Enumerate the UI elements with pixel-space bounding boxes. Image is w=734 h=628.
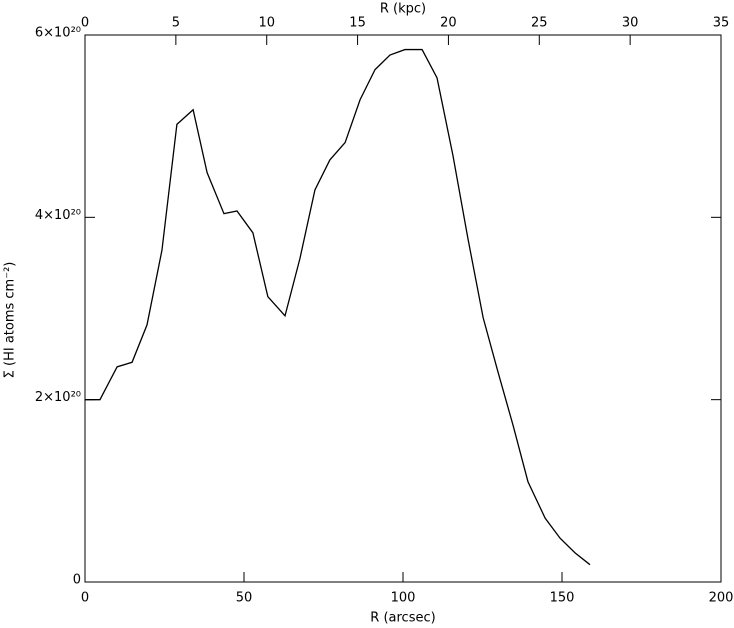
x2-tick-label: 35 <box>713 16 730 31</box>
x2-tick-label: 30 <box>622 16 639 31</box>
plot-frame <box>84 34 722 583</box>
x-axis-label: R (arcsec) <box>370 611 435 626</box>
x-tick-label: 200 <box>709 591 734 606</box>
x-tick-label: 50 <box>236 591 253 606</box>
data-line <box>85 48 591 566</box>
x2-tick-label: 0 <box>81 16 89 31</box>
y-tick-label: 0 <box>73 573 81 588</box>
x-tick-label: 100 <box>391 591 416 606</box>
x2-tick-label: 15 <box>349 16 366 31</box>
x2-axis-label: R (kpc) <box>380 2 426 17</box>
x-tick-label: 0 <box>81 591 89 606</box>
x2-tick-label: 5 <box>172 16 180 31</box>
x2-tick-label: 20 <box>440 16 457 31</box>
y-axis-label: Σ (HI atoms cm⁻²) <box>3 262 18 379</box>
y-tick-label: 2×10²⁰ <box>35 390 81 405</box>
x2-tick-label: 10 <box>258 16 275 31</box>
x-tick-label: 150 <box>550 591 575 606</box>
y-tick-label: 4×10²⁰ <box>35 208 81 223</box>
x2-tick-label: 25 <box>531 16 548 31</box>
y-tick-label: 6×10²⁰ <box>35 26 81 41</box>
